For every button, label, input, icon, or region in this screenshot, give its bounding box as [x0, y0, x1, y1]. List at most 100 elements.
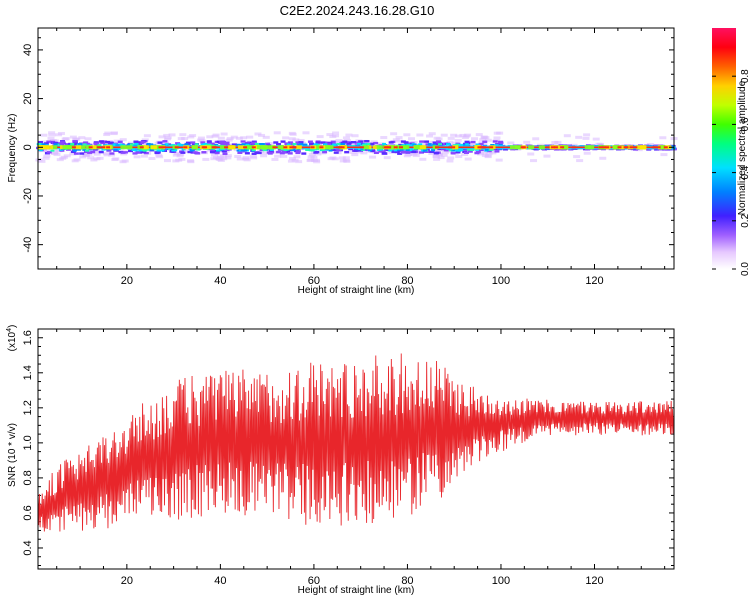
spectrogram-core-cell: [138, 149, 143, 152]
colorbar-gradient: [712, 28, 736, 269]
spectrogram-core-cell: [236, 149, 241, 152]
spectrogram-core-cell: [448, 148, 453, 151]
spectrogram-core-cell: [405, 149, 410, 152]
spectrogram-mid-cell: [436, 140, 442, 143]
spectrogram-peak-max: [174, 146, 179, 149]
snr-x-tick-label: 40: [214, 575, 226, 587]
spectrogram-core-cell: [170, 147, 175, 150]
spectrogram-mid-cell: [108, 141, 114, 144]
spectrogram-peak-blob: [75, 145, 82, 150]
spectrogram-core-cell: [459, 148, 464, 151]
spectrogram-cloud-cell: [307, 158, 315, 162]
spectrogram-core-cell: [432, 143, 437, 146]
spectrogram-cloud-cell: [226, 137, 234, 141]
spectrogram-cloud-cell: [351, 134, 359, 138]
spectrogram-peak-max: [663, 146, 668, 149]
spectrogram-core-cell: [103, 144, 108, 147]
spectrogram-mid-cell: [90, 150, 96, 154]
spectrogram-core-cell: [215, 149, 220, 152]
spectrogram-cloud-cell: [35, 158, 43, 162]
spectrogram-core-cell: [464, 143, 469, 146]
spectrogram-x-tick-label: 60: [308, 275, 320, 287]
spectrogram-peak-max: [336, 146, 341, 149]
spectrogram-mid-cell: [276, 150, 282, 154]
spectrogram-mid-cell: [314, 150, 320, 154]
snr-panel: 20 40 60 80 100 120 0.4 0.6 0.8 1.0 1.2 1.4 1.6 Heig…: [6, 325, 675, 596]
snr-series-line: [37, 353, 675, 532]
snr-scale-exponent: 4: [6, 328, 13, 332]
spectrogram-cloud-cell: [282, 136, 290, 140]
spectrogram-mid-cell: [418, 151, 424, 154]
spectrogram-core-cell: [170, 144, 175, 147]
spectrogram-mid-cell: [301, 152, 307, 155]
spectrogram-mid-cell: [256, 151, 262, 155]
spectrogram-mid-cell: [65, 148, 71, 151]
spectrogram-peak-blob: [229, 145, 236, 150]
spectrogram-core-cell: [160, 149, 165, 152]
spectrogram-cloud-cell: [293, 155, 301, 159]
spectrogram-peak-blob: [237, 145, 244, 150]
spectrogram-cloud-cell: [583, 133, 591, 137]
spectrogram-cloud-cell: [53, 153, 61, 157]
spectrogram-core-cell: [105, 148, 110, 151]
spectrogram-x-label: Height of straight line (km): [298, 285, 415, 296]
spectrogram-cloud-cell: [206, 135, 214, 139]
spectrogram-peak-blob: [327, 145, 334, 150]
spectrogram-peak-max: [201, 146, 206, 149]
spectrogram-mid-cell: [353, 149, 359, 152]
spectrogram-core-cell: [149, 148, 154, 151]
spectrogram-peak-blob: [141, 145, 148, 150]
spectrogram-cloud-cell: [271, 157, 279, 161]
spectrogram-cloud-cell: [287, 159, 295, 163]
spectrogram-x-tick-label: 100: [492, 275, 510, 287]
spectrogram-core-cell: [310, 149, 315, 152]
spectrogram-cloud-cell: [211, 153, 219, 157]
spectrogram-core-cell: [141, 149, 146, 152]
spectrogram-cloud-cell: [82, 153, 90, 157]
spectrogram-cloud-cell: [179, 133, 187, 137]
spectrogram-cloud-cell: [395, 136, 403, 140]
spectrogram-mid-cell: [87, 151, 93, 154]
spectrogram-mid-cell: [287, 152, 293, 155]
spectrogram-mid-cell: [105, 140, 111, 144]
spectrogram-mid-cell: [244, 152, 250, 155]
spectrogram-cloud-cell: [249, 154, 257, 158]
spectrogram-mid-cell: [70, 150, 76, 154]
spectrogram-cloud-cell: [464, 157, 472, 161]
spectrogram-cloud-cell: [332, 131, 340, 135]
spectrogram-cloud-cell: [254, 132, 262, 136]
spectrogram-cloud-cell: [93, 152, 101, 156]
spectrogram-cloud-cell: [42, 140, 50, 144]
spectrogram-mid-cell: [98, 140, 104, 143]
spectrogram-mid-cell: [187, 150, 193, 154]
spectrogram-core-cell: [431, 149, 436, 152]
spectrogram-core-cell: [410, 148, 415, 151]
spectrogram-core-cell: [84, 149, 89, 152]
spectrogram-cloud-cell: [48, 133, 56, 137]
spectrogram-mid-cell: [84, 150, 90, 154]
spectrogram-mid-cell: [336, 148, 342, 152]
spectrogram-core-cell: [269, 148, 274, 151]
spectrogram-cloud-cell: [489, 151, 497, 155]
spectrogram-cloud-cell: [440, 133, 448, 137]
spectrogram-mid-cell: [128, 149, 134, 153]
spectrogram-cloud-cell: [140, 154, 148, 158]
spectrogram-mid-cell: [450, 152, 456, 155]
spectrogram-mid-cell: [433, 151, 439, 155]
spectrogram-mid-cell: [542, 148, 548, 151]
spectrogram-mid-cell: [384, 148, 390, 151]
spectrogram-mid-cell: [154, 151, 160, 155]
spectrogram-cloud-cell: [79, 155, 87, 159]
spectrogram-mid-cell: [200, 141, 206, 144]
spectrogram-mid-cell: [333, 151, 339, 154]
colorbar-tick-label: 0.4: [740, 165, 750, 179]
spectrogram-peak-blob: [419, 145, 426, 150]
spectrogram-mid-cell: [470, 140, 476, 144]
spectrogram-cloud-cell: [235, 136, 243, 140]
spectrogram-cloud-cell: [433, 147, 441, 151]
spectrogram-peak-blob: [538, 145, 545, 150]
snr-x-tick-label: 120: [585, 575, 603, 587]
spectrogram-mid-cell: [358, 140, 364, 143]
spectrogram-mid-cell: [231, 143, 237, 146]
